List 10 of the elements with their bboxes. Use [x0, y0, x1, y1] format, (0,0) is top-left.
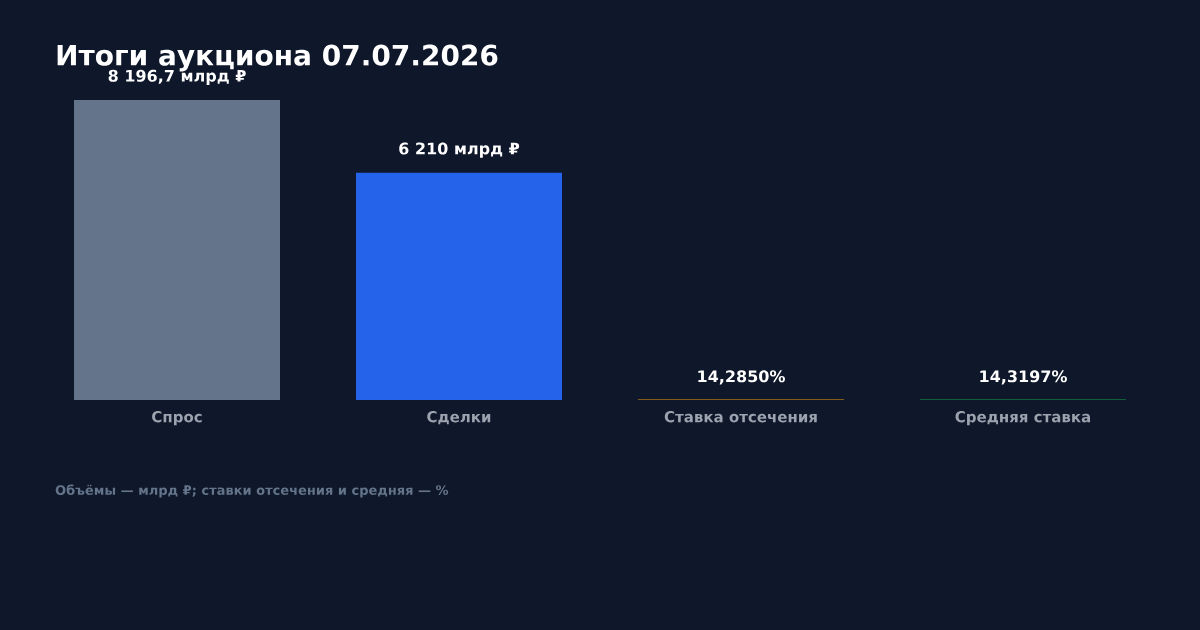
- data-label: 14,3197%: [980, 370, 1067, 385]
- data-label: 14,2850%: [698, 370, 785, 385]
- x-tick-label: Сделки: [427, 411, 491, 425]
- bar: [356, 172, 562, 400]
- text: Объёмы — млрд ₽; ставки отсечения и средняя — %: [55, 484, 449, 498]
- x-tick-label: Ставка отсечения: [664, 411, 817, 423]
- bar: [74, 99, 280, 400]
- data-label: 6 210 млрд ₽: [399, 142, 520, 158]
- x-tick-label: Спрос: [152, 411, 202, 426]
- x-tick-label: Средняя ставка: [955, 411, 1091, 426]
